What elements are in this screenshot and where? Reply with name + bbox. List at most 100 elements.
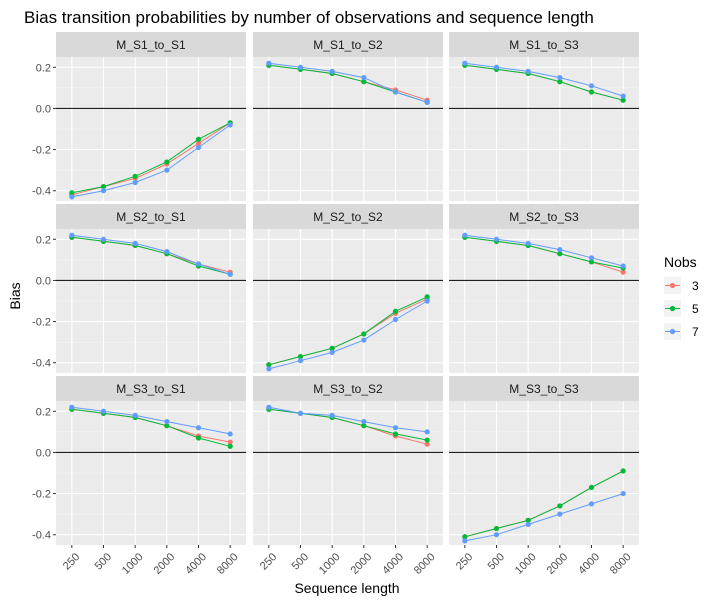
data-point bbox=[164, 423, 170, 429]
data-point bbox=[588, 484, 595, 490]
y-tick-label: -0.2 bbox=[32, 145, 51, 157]
y-tick-label: 0.2 bbox=[36, 62, 51, 74]
data-point bbox=[69, 232, 75, 238]
y-tick-label: -0.4 bbox=[32, 186, 51, 198]
data-point bbox=[195, 136, 202, 142]
data-point bbox=[557, 511, 563, 517]
data-point bbox=[525, 68, 531, 74]
legend-key-point bbox=[669, 305, 676, 312]
data-point bbox=[392, 431, 399, 437]
series-7 bbox=[69, 232, 233, 277]
data-point bbox=[525, 240, 531, 246]
facet-panel: M_S1_to_S3 bbox=[449, 32, 639, 201]
data-point bbox=[329, 345, 335, 351]
data-point bbox=[297, 358, 304, 364]
y-tick-label: -0.4 bbox=[32, 530, 51, 542]
data-point bbox=[424, 429, 430, 435]
data-point bbox=[164, 418, 170, 425]
data-point bbox=[227, 122, 233, 128]
facet-strip bbox=[253, 32, 443, 57]
legend: Nobs 3 5 7 bbox=[664, 254, 699, 340]
data-point bbox=[424, 294, 430, 300]
data-point bbox=[266, 404, 272, 410]
data-point bbox=[361, 331, 367, 337]
facet-strip-label: M_S1_to_S3 bbox=[509, 38, 579, 52]
data-point bbox=[588, 501, 595, 507]
series-7 bbox=[462, 60, 626, 99]
series-line bbox=[268, 406, 428, 433]
series-line bbox=[268, 300, 428, 370]
y-tick-label: 0.0 bbox=[36, 275, 51, 287]
y-axis-title: Bias bbox=[7, 282, 23, 309]
x-tick-label: 250 bbox=[258, 551, 279, 572]
y-tick-label: 0.2 bbox=[36, 234, 51, 246]
data-point bbox=[297, 410, 304, 416]
data-point bbox=[462, 60, 468, 66]
minor-gridlines bbox=[449, 431, 639, 515]
data-point bbox=[329, 349, 335, 356]
legend-key-point bbox=[669, 328, 676, 335]
x-tick-labels: 250 500 1000 2000 4000 8000 250 500 1000 2000 4000… bbox=[61, 545, 634, 577]
x-tick-label: 4000 bbox=[183, 551, 209, 577]
series-line bbox=[464, 470, 624, 538]
x-tick-label: 4000 bbox=[576, 551, 602, 577]
series-line bbox=[71, 234, 231, 275]
data-point bbox=[493, 236, 500, 242]
facet-strip bbox=[449, 204, 639, 229]
series-7 bbox=[462, 232, 626, 269]
facet-strip bbox=[253, 376, 443, 401]
data-point bbox=[424, 437, 430, 443]
facet-strip-label: M_S2_to_S3 bbox=[509, 210, 579, 224]
minor-gridlines bbox=[449, 259, 639, 343]
x-tick-label: 1000 bbox=[317, 551, 343, 577]
data-point bbox=[100, 408, 107, 414]
data-point bbox=[361, 418, 367, 425]
data-point bbox=[462, 534, 468, 540]
data-point bbox=[69, 404, 75, 410]
x-tick-label: 8000 bbox=[608, 551, 634, 577]
facet-strip-label: M_S3_to_S3 bbox=[509, 382, 579, 396]
data-point bbox=[392, 89, 399, 95]
data-point bbox=[557, 79, 563, 85]
data-point bbox=[100, 188, 107, 194]
x-tick-label: 250 bbox=[454, 551, 475, 572]
facet-panel: M_S2_to_S1 bbox=[56, 204, 246, 373]
legend-key-point bbox=[669, 282, 676, 289]
data-point bbox=[297, 353, 304, 360]
series-line bbox=[71, 122, 231, 194]
series-line bbox=[464, 493, 624, 542]
series-line bbox=[464, 62, 624, 97]
minor-gridlines bbox=[56, 431, 246, 515]
x-tick-label: 2000 bbox=[545, 551, 571, 577]
data-point bbox=[620, 468, 626, 474]
minor-gridlines bbox=[56, 87, 246, 171]
facet-panel: M_S2_to_S2 bbox=[253, 204, 443, 373]
facet-strip-label: M_S2_to_S1 bbox=[116, 210, 186, 224]
minor-gridlines bbox=[253, 259, 443, 343]
data-point bbox=[361, 337, 367, 343]
data-point bbox=[266, 60, 272, 66]
data-point bbox=[227, 271, 233, 277]
minor-gridlines bbox=[253, 431, 443, 515]
x-tick-label: 4000 bbox=[380, 551, 406, 577]
data-point bbox=[195, 261, 202, 267]
facet-panel: M_S1_to_S2 bbox=[253, 32, 443, 201]
y-tick-label: 0.0 bbox=[36, 103, 51, 115]
series-5 bbox=[462, 468, 626, 540]
data-point bbox=[620, 269, 626, 275]
data-point bbox=[132, 412, 138, 418]
data-point bbox=[297, 64, 304, 70]
facet-strip-label: M_S3_to_S2 bbox=[313, 382, 383, 396]
facet-panel: M_S2_to_S3 bbox=[449, 204, 639, 373]
series-7 bbox=[266, 60, 430, 105]
data-point bbox=[493, 64, 500, 70]
data-point bbox=[620, 490, 626, 497]
data-point bbox=[164, 249, 170, 255]
data-point bbox=[69, 190, 75, 196]
data-point bbox=[493, 525, 500, 532]
legend-item: 5 bbox=[664, 300, 699, 317]
data-point bbox=[132, 179, 138, 186]
facet-strip bbox=[56, 204, 246, 229]
facet-strip-label: M_S1_to_S1 bbox=[116, 38, 186, 52]
facet-panels: M_S1_to_S1 M_S1_to_S2 M_S1_to_S3 M_S2_to_S1… bbox=[56, 32, 639, 545]
